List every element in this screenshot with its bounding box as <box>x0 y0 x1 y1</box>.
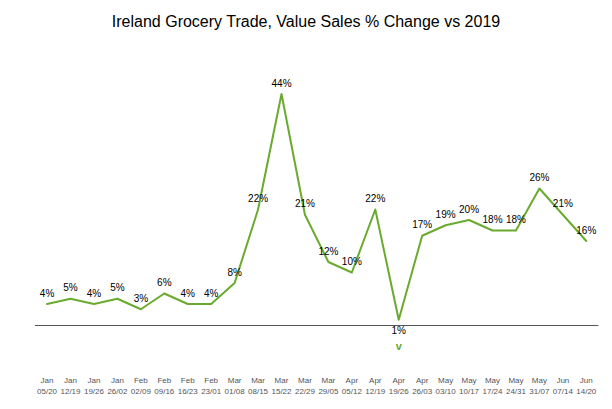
svg-text:17/24: 17/24 <box>482 387 503 396</box>
svg-text:12/19: 12/19 <box>60 387 81 396</box>
svg-text:31/07: 31/07 <box>529 387 550 396</box>
svg-text:8%: 8% <box>227 267 242 278</box>
svg-text:08/15: 08/15 <box>248 387 269 396</box>
svg-text:22%: 22% <box>365 193 385 204</box>
svg-text:3%: 3% <box>134 293 149 304</box>
svg-text:Mar: Mar <box>275 376 289 385</box>
svg-text:4%: 4% <box>40 288 55 299</box>
svg-text:12/19: 12/19 <box>365 387 386 396</box>
svg-text:19%: 19% <box>436 209 456 220</box>
svg-text:26/02: 26/02 <box>107 387 128 396</box>
svg-text:18%: 18% <box>482 214 502 225</box>
svg-text:17%: 17% <box>412 219 432 230</box>
svg-text:23/01: 23/01 <box>201 387 222 396</box>
svg-text:May: May <box>438 376 453 385</box>
svg-text:21%: 21% <box>295 198 315 209</box>
svg-text:Mar: Mar <box>298 376 312 385</box>
svg-text:19/26: 19/26 <box>389 387 410 396</box>
svg-text:Jan: Jan <box>64 376 77 385</box>
svg-text:10/17: 10/17 <box>459 387 480 396</box>
svg-text:26/03: 26/03 <box>412 387 433 396</box>
svg-text:12%: 12% <box>318 246 338 257</box>
svg-text:03/10: 03/10 <box>436 387 457 396</box>
svg-text:May: May <box>461 376 476 385</box>
svg-text:Feb: Feb <box>134 376 148 385</box>
svg-text:20%: 20% <box>459 204 479 215</box>
svg-text:May: May <box>508 376 523 385</box>
svg-text:02/09: 02/09 <box>131 387 152 396</box>
svg-text:May: May <box>485 376 500 385</box>
svg-text:01/08: 01/08 <box>225 387 246 396</box>
svg-text:16/23: 16/23 <box>178 387 199 396</box>
svg-text:Feb: Feb <box>157 376 171 385</box>
svg-text:4%: 4% <box>87 288 102 299</box>
svg-text:Jan: Jan <box>88 376 101 385</box>
svg-text:Apr: Apr <box>393 376 406 385</box>
svg-text:Apr: Apr <box>369 376 382 385</box>
svg-text:19/26: 19/26 <box>84 387 105 396</box>
svg-text:10%: 10% <box>342 256 362 267</box>
svg-text:21%: 21% <box>553 198 573 209</box>
svg-text:18%: 18% <box>506 214 526 225</box>
svg-text:09/16: 09/16 <box>154 387 175 396</box>
svg-text:4%: 4% <box>181 288 196 299</box>
svg-text:Mar: Mar <box>322 376 336 385</box>
svg-text:22/29: 22/29 <box>295 387 316 396</box>
svg-text:05/20: 05/20 <box>37 387 58 396</box>
svg-text:22%: 22% <box>248 193 268 204</box>
svg-text:1%: 1% <box>392 325 407 336</box>
svg-text:Ireland Grocery Trade, Value S: Ireland Grocery Trade, Value Sales % Cha… <box>112 13 500 30</box>
svg-text:14/20: 14/20 <box>576 387 597 396</box>
svg-text:5%: 5% <box>110 282 125 293</box>
svg-text:15/22: 15/22 <box>271 387 292 396</box>
svg-text:Feb: Feb <box>181 376 195 385</box>
svg-text:Apr: Apr <box>346 376 359 385</box>
svg-text:Jun: Jun <box>580 376 593 385</box>
svg-text:07/14: 07/14 <box>553 387 574 396</box>
svg-text:16%: 16% <box>576 225 596 236</box>
svg-text:v: v <box>396 340 403 352</box>
svg-text:Jun: Jun <box>556 376 569 385</box>
svg-text:Feb: Feb <box>204 376 218 385</box>
svg-text:29/05: 29/05 <box>318 387 339 396</box>
svg-text:Jan: Jan <box>41 376 54 385</box>
svg-text:6%: 6% <box>157 277 172 288</box>
svg-text:Apr: Apr <box>416 376 429 385</box>
svg-text:5%: 5% <box>63 282 78 293</box>
svg-text:05/12: 05/12 <box>342 387 363 396</box>
svg-text:May: May <box>532 376 547 385</box>
svg-text:Jan: Jan <box>111 376 124 385</box>
svg-text:Mar: Mar <box>251 376 265 385</box>
svg-text:44%: 44% <box>272 78 292 89</box>
svg-text:24/31: 24/31 <box>506 387 527 396</box>
svg-text:Mar: Mar <box>228 376 242 385</box>
svg-text:26%: 26% <box>529 172 549 183</box>
svg-text:4%: 4% <box>204 288 219 299</box>
